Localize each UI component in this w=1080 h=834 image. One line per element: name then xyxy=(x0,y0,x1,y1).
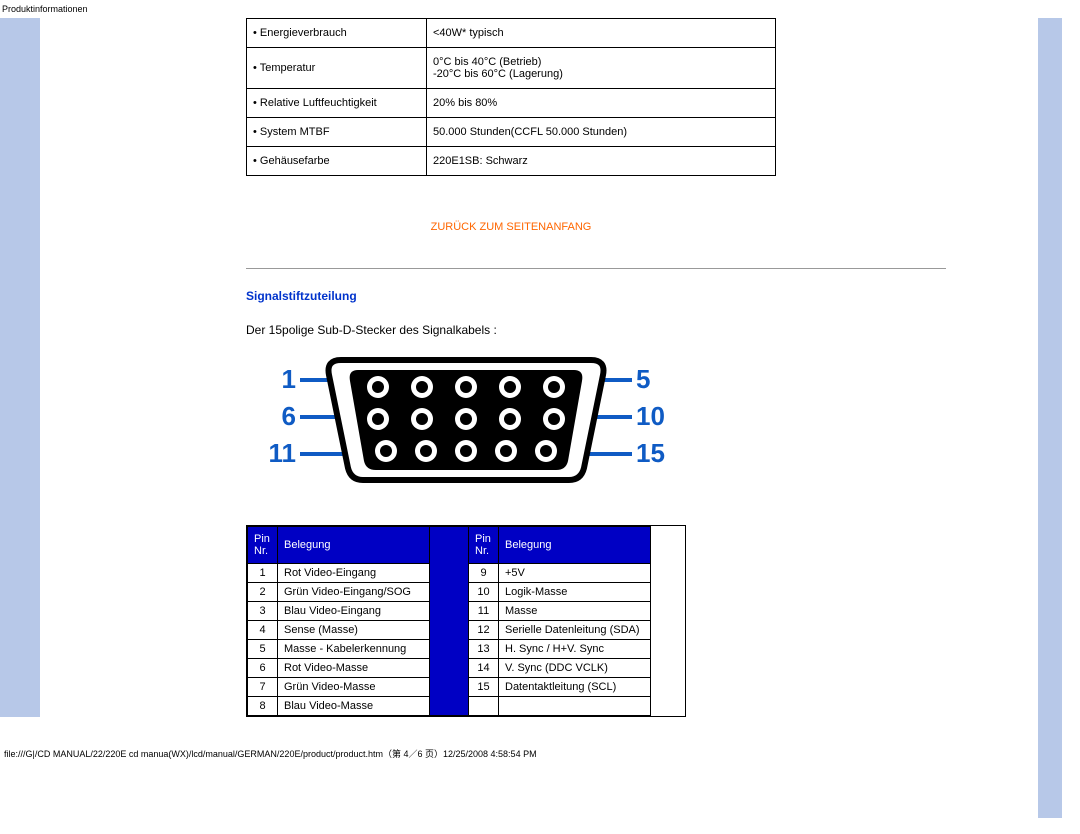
pin-label-5: 5 xyxy=(636,364,650,394)
pin-assignment: +5V xyxy=(499,564,651,583)
pin-number: 3 xyxy=(248,602,278,621)
pin-label-15: 15 xyxy=(636,438,665,468)
back-to-top-link[interactable]: ZURÜCK ZUM SEITENANFANG xyxy=(246,221,776,233)
pin-number: 1 xyxy=(248,564,278,583)
pin-number: 7 xyxy=(248,678,278,697)
footer-file-path: file:///G|/CD MANUAL/22/220E cd manua(WX… xyxy=(0,717,1080,768)
pin-assignment: Logik-Masse xyxy=(499,583,651,602)
spec-value: 220E1SB: Schwarz xyxy=(427,147,776,176)
pin-header-assign: Belegung xyxy=(499,527,651,564)
pin-number: 13 xyxy=(469,640,499,659)
pin-header-num: Pin Nr. xyxy=(469,527,499,564)
pin-assignment: V. Sync (DDC VCLK) xyxy=(499,659,651,678)
section-description: Der 15polige Sub-D-Stecker des Signalkab… xyxy=(246,323,1080,337)
pin-label-1: 1 xyxy=(282,364,296,394)
pin-number: 8 xyxy=(248,697,278,716)
spec-value: 20% bis 80% xyxy=(427,89,776,118)
pin-number: 12 xyxy=(469,621,499,640)
pin-number: 11 xyxy=(469,602,499,621)
spec-value: 50.000 Stunden(CCFL 50.000 Stunden) xyxy=(427,118,776,147)
pin-number: 9 xyxy=(469,564,499,583)
pin-assignment: Serielle Datenleitung (SDA) xyxy=(499,621,651,640)
spec-label: • Relative Luftfeuchtigkeit xyxy=(247,89,427,118)
pin-number: 4 xyxy=(248,621,278,640)
pin-number: 5 xyxy=(248,640,278,659)
pin-assignment: Sense (Masse) xyxy=(278,621,430,640)
spec-label: • Temperatur xyxy=(247,48,427,89)
pin-table-gap xyxy=(430,526,468,716)
pin-header-assign: Belegung xyxy=(278,527,430,564)
pin-assignment-tables: Pin Nr. Belegung 1Rot Video-Eingang2Grün… xyxy=(246,525,686,717)
pin-assignment: Blau Video-Masse xyxy=(278,697,430,716)
spec-label: • Gehäusefarbe xyxy=(247,147,427,176)
pin-assignment: Rot Video-Eingang xyxy=(278,564,430,583)
pin-assignment: Grün Video-Masse xyxy=(278,678,430,697)
pin-number: 2 xyxy=(248,583,278,602)
pin-label-6: 6 xyxy=(282,401,296,431)
pin-number: 6 xyxy=(248,659,278,678)
connector-diagram: 1 6 11 5 10 15 xyxy=(266,355,1080,485)
pin-assignment: H. Sync / H+V. Sync xyxy=(499,640,651,659)
spec-value: 0°C bis 40°C (Betrieb) -20°C bis 60°C (L… xyxy=(427,48,776,89)
pin-assignment: Masse xyxy=(499,602,651,621)
page-frame: • Energieverbrauch<40W* typisch• Tempera… xyxy=(0,18,1080,717)
pin-number: 15 xyxy=(469,678,499,697)
pin-assignment: Datentaktleitung (SCL) xyxy=(499,678,651,697)
pin-assignment: Blau Video-Eingang xyxy=(278,602,430,621)
pin-table-right: Pin Nr. Belegung 9+5V10Logik-Masse11Mass… xyxy=(468,526,651,716)
pin-label-10: 10 xyxy=(636,401,665,431)
section-divider xyxy=(246,268,946,269)
pin-number: 10 xyxy=(469,583,499,602)
spec-table: • Energieverbrauch<40W* typisch• Tempera… xyxy=(246,18,776,176)
spec-label: • System MTBF xyxy=(247,118,427,147)
pin-header-num: Pin Nr. xyxy=(248,527,278,564)
pin-assignment: Rot Video-Masse xyxy=(278,659,430,678)
pin-assignment: Grün Video-Eingang/SOG xyxy=(278,583,430,602)
spec-label: • Energieverbrauch xyxy=(247,19,427,48)
left-rail xyxy=(0,18,40,717)
pin-number: 14 xyxy=(469,659,499,678)
spec-value: <40W* typisch xyxy=(427,19,776,48)
content-area: • Energieverbrauch<40W* typisch• Tempera… xyxy=(48,18,1080,717)
pin-label-11: 11 xyxy=(269,438,297,468)
section-heading: Signalstiftzuteilung xyxy=(246,289,1080,303)
pin-table-left: Pin Nr. Belegung 1Rot Video-Eingang2Grün… xyxy=(247,526,430,716)
page-header-label: Produktinformationen xyxy=(0,0,1080,18)
vga-connector-svg: 1 6 11 5 10 15 xyxy=(266,355,671,485)
pin-assignment: Masse - Kabelerkennung xyxy=(278,640,430,659)
